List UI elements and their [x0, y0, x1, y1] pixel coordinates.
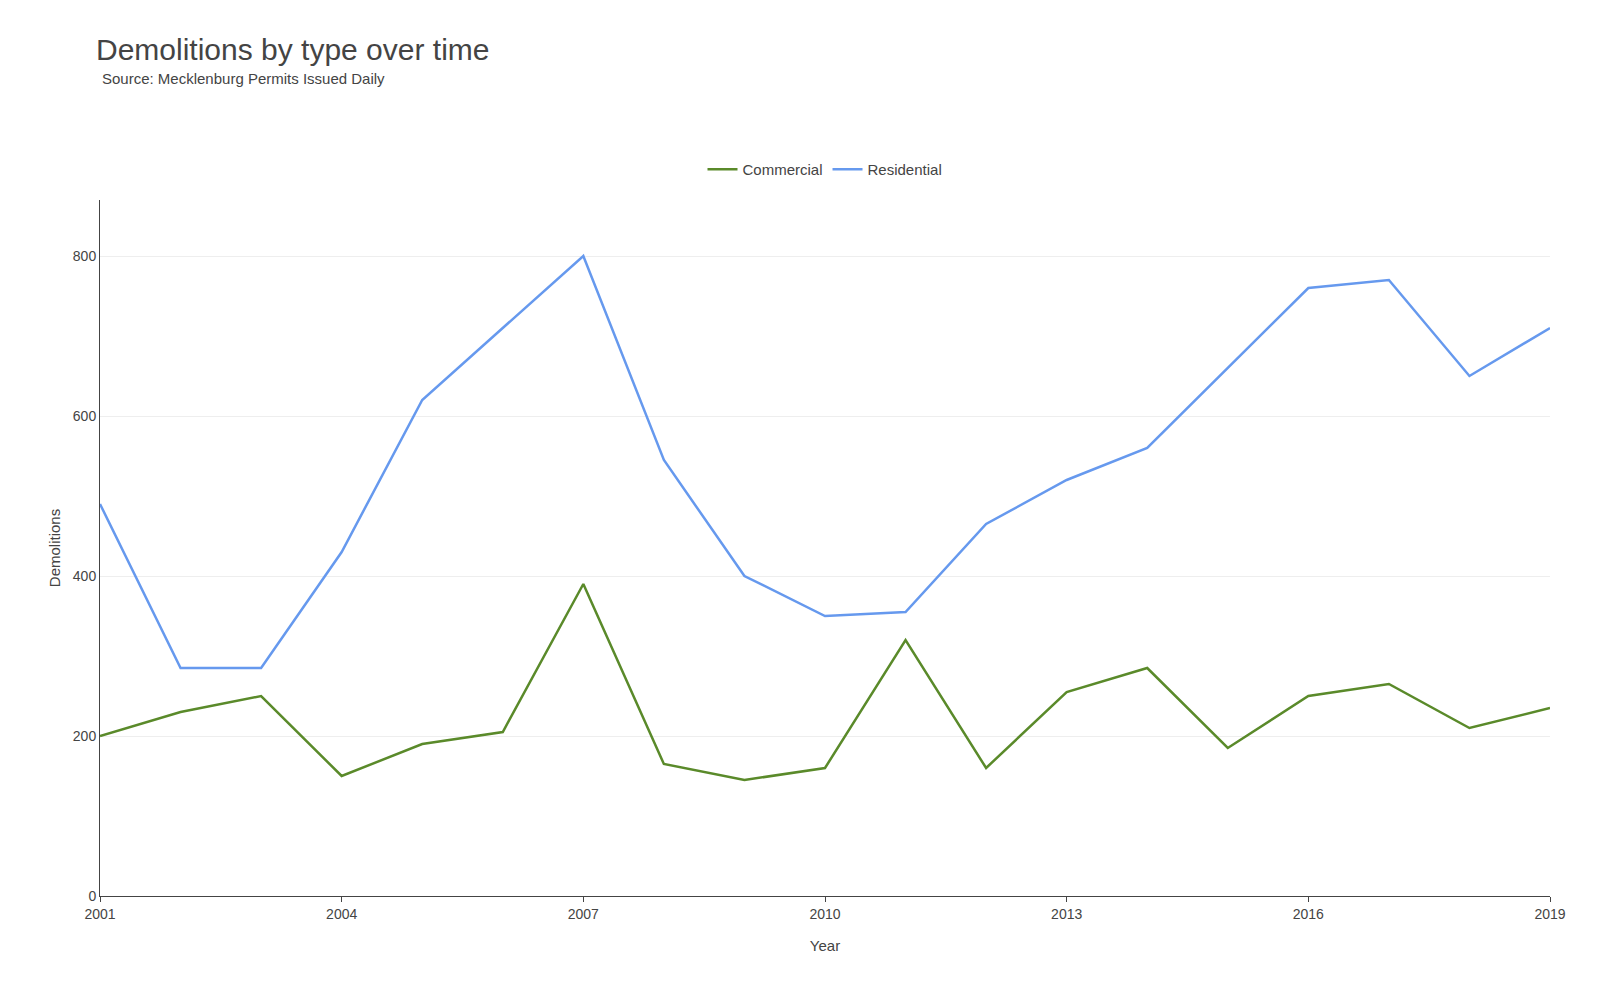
svg-text:0: 0	[88, 888, 96, 904]
svg-text:2019: 2019	[1534, 906, 1565, 922]
svg-text:800: 800	[73, 248, 97, 264]
svg-text:Demolitions by type over time: Demolitions by type over time	[96, 33, 490, 66]
svg-text:Source: Mecklenburg Permits Is: Source: Mecklenburg Permits Issued Daily	[102, 70, 385, 87]
svg-text:Residential: Residential	[868, 161, 942, 178]
svg-text:2010: 2010	[809, 906, 840, 922]
svg-text:Demolitions: Demolitions	[46, 509, 63, 587]
svg-text:600: 600	[73, 408, 97, 424]
svg-text:Commercial: Commercial	[743, 161, 823, 178]
svg-text:2013: 2013	[1051, 906, 1082, 922]
svg-text:2001: 2001	[84, 906, 115, 922]
svg-text:2007: 2007	[568, 906, 599, 922]
svg-text:Year: Year	[810, 937, 840, 954]
svg-text:200: 200	[73, 728, 97, 744]
svg-text:400: 400	[73, 568, 97, 584]
svg-text:2016: 2016	[1293, 906, 1324, 922]
svg-text:2004: 2004	[326, 906, 357, 922]
